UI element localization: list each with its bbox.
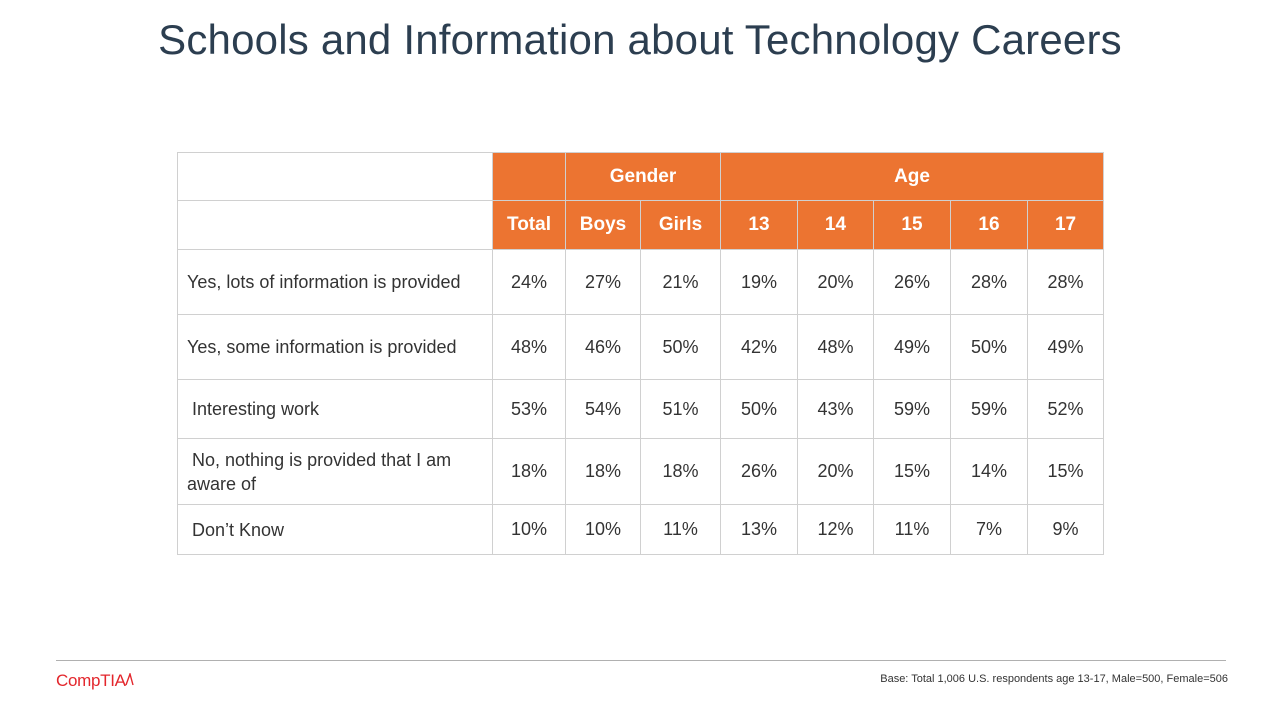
table-row: No, nothing is provided that I am aware … <box>177 438 1105 505</box>
table-cell: 15% <box>1026 438 1105 505</box>
table-cell: 28% <box>950 249 1028 315</box>
table-cell: 51% <box>640 379 721 439</box>
column-header: 14 <box>797 200 874 250</box>
table-cell: 26% <box>873 249 951 315</box>
table-cell: 10% <box>492 504 566 555</box>
table-cell: 11% <box>873 504 951 555</box>
comptia-logo: CompTIA <box>56 671 134 691</box>
footer-divider <box>56 660 1226 661</box>
table-cell: 54% <box>565 379 641 439</box>
row-label: Interesting work <box>177 379 493 439</box>
table-cell: 18% <box>640 438 721 505</box>
survey-table: Gender Age Total Boys Girls 13 14 15 16 … <box>177 152 1105 555</box>
column-header: 16 <box>950 200 1028 250</box>
table-cell: 15% <box>873 438 951 505</box>
column-header: Total <box>492 200 566 250</box>
table-cell: 50% <box>720 379 798 439</box>
table-cell: 9% <box>1026 504 1105 555</box>
table-cell: 42% <box>720 314 798 380</box>
table-cell: 24% <box>492 249 566 315</box>
table-cell: 14% <box>950 438 1028 505</box>
table-cell: 52% <box>1026 379 1105 439</box>
column-header: Boys <box>565 200 641 250</box>
age-group-header: Age <box>719 152 1105 201</box>
table-cell: 12% <box>797 504 874 555</box>
table-cell: 18% <box>565 438 641 505</box>
logo-text: CompTIA <box>56 671 126 690</box>
column-header: 17 <box>1026 200 1105 250</box>
table-cell: 20% <box>797 438 874 505</box>
header-empty-total-cell <box>492 152 566 201</box>
table-cell: 49% <box>873 314 951 380</box>
header-corner-cell <box>177 200 493 250</box>
table-cell: 20% <box>797 249 874 315</box>
table-cell: 18% <box>492 438 566 505</box>
page-title: Schools and Information about Technology… <box>158 16 1122 63</box>
table-cell: 59% <box>950 379 1028 439</box>
table-cell: 59% <box>873 379 951 439</box>
table-cell: 48% <box>492 314 566 380</box>
table-cell: 21% <box>640 249 721 315</box>
row-label: Don’t Know <box>177 504 493 555</box>
table-cell: 7% <box>950 504 1028 555</box>
table-cell: 26% <box>720 438 798 505</box>
column-header: Girls <box>640 200 721 250</box>
base-note: Base: Total 1,006 U.S. respondents age 1… <box>880 673 1228 685</box>
table-row: Yes, some information is provided 48% 46… <box>177 314 1105 380</box>
table-row: Don’t Know 10% 10% 11% 13% 12% 11% 7% 9% <box>177 504 1105 555</box>
table-cell: 13% <box>720 504 798 555</box>
table-cell: 11% <box>640 504 721 555</box>
table-cell: 19% <box>720 249 798 315</box>
table-row: Interesting work 53% 54% 51% 50% 43% 59%… <box>177 379 1105 439</box>
row-label: Yes, some information is provided <box>177 314 493 380</box>
table-cell: 50% <box>640 314 721 380</box>
header-corner-cell <box>177 152 493 201</box>
table-cell: 46% <box>565 314 641 380</box>
table-cell: 53% <box>492 379 566 439</box>
column-header: 15 <box>873 200 951 250</box>
group-header-row: Gender Age <box>177 152 1105 201</box>
logo-mark-icon <box>125 673 134 686</box>
gender-group-header: Gender <box>565 152 721 201</box>
table-cell: 27% <box>565 249 641 315</box>
table-cell: 43% <box>797 379 874 439</box>
table-cell: 50% <box>950 314 1028 380</box>
row-label: Yes, lots of information is provided <box>177 249 493 315</box>
table-cell: 48% <box>797 314 874 380</box>
table-cell: 28% <box>1026 249 1105 315</box>
row-label: No, nothing is provided that I am aware … <box>177 438 493 505</box>
table-cell: 49% <box>1026 314 1105 380</box>
column-header: 13 <box>720 200 798 250</box>
table-cell: 10% <box>565 504 641 555</box>
table-row: Yes, lots of information is provided 24%… <box>177 249 1105 315</box>
column-header-row: Total Boys Girls 13 14 15 16 17 <box>177 200 1105 250</box>
